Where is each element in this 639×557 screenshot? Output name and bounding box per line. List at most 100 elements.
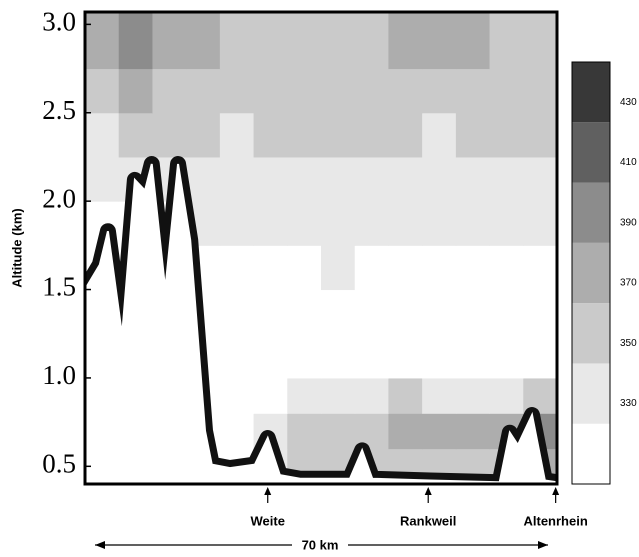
- heatmap-cell: [118, 68, 153, 114]
- colorbar-band: [572, 363, 610, 424]
- heatmap-cell: [321, 201, 356, 246]
- heatmap-cell: [186, 112, 221, 158]
- terrain-line: [85, 163, 557, 484]
- heatmap-cell: [388, 333, 423, 379]
- heatmap-cell: [422, 68, 457, 114]
- heatmap-cell: [186, 68, 221, 114]
- heatmap-cell: [321, 377, 356, 414]
- heatmap-cell: [455, 68, 491, 114]
- colorbar-tick-label: 330: [620, 398, 637, 409]
- heatmap-cell: [85, 112, 120, 158]
- heatmap-cell: [253, 112, 288, 158]
- annotation-label: Weite: [251, 513, 285, 528]
- heatmap-cell: [287, 333, 322, 379]
- y-tick-label: 0.5: [42, 449, 76, 479]
- heatmap-cell: [388, 12, 423, 70]
- heatmap-cell: [354, 377, 389, 414]
- colorbar-band: [572, 182, 610, 243]
- heatmap-cell: [219, 12, 255, 70]
- heatmap-cell: [489, 112, 524, 158]
- heatmap-cell: [219, 156, 255, 202]
- heatmap-cell: [287, 156, 322, 202]
- y-tick-label: 3.0: [42, 7, 76, 37]
- y-tick-label: 1.0: [42, 360, 76, 390]
- heatmap-cell: [354, 333, 389, 379]
- heatmap-cell: [489, 245, 524, 291]
- heatmap-cell: [219, 112, 255, 158]
- colorbar-tick-label: 410: [620, 157, 637, 168]
- heatmap-cell: [455, 112, 491, 158]
- heatmap-cell: [152, 112, 187, 158]
- heatmap-cell: [186, 156, 221, 202]
- colorbar-band: [572, 423, 610, 484]
- heatmap-cell: [287, 201, 322, 246]
- heatmap-cell: [422, 289, 457, 335]
- heatmap-cell: [253, 12, 288, 70]
- span-label: 70 km: [302, 537, 339, 552]
- heatmap-cell: [422, 12, 457, 70]
- heatmap-cell: [152, 68, 187, 114]
- heatmap-cell: [388, 289, 423, 335]
- heatmap-cell: [489, 377, 524, 414]
- heatmap-cell: [118, 12, 153, 70]
- heatmap-cell: [287, 245, 322, 291]
- heatmap-cell: [152, 12, 187, 70]
- y-tick-label: 1.5: [42, 272, 76, 302]
- colorbar-tick-label: 350: [620, 338, 637, 349]
- heatmap-cell: [489, 201, 524, 246]
- colorbar-band: [572, 122, 610, 183]
- annotation-label: Altenrhein: [524, 513, 588, 528]
- annotation-arrowhead: [552, 487, 560, 495]
- heatmap-cell: [422, 413, 457, 450]
- heatmap-cell: [219, 68, 255, 114]
- heatmap-cell: [85, 12, 120, 70]
- heatmap-cell: [287, 289, 322, 335]
- heatmap-cell: [388, 68, 423, 114]
- heatmap-cell: [422, 245, 457, 291]
- heatmap-cell: [321, 12, 356, 70]
- heatmap-cell: [388, 156, 423, 202]
- heatmap-cell: [422, 377, 457, 414]
- heatmap-cell: [287, 12, 322, 70]
- heatmap-cell: [455, 12, 491, 70]
- heatmap-cell: [489, 156, 524, 202]
- heatmap-cell: [287, 68, 322, 114]
- heatmap-cell: [455, 156, 491, 202]
- y-tick-label: 2.0: [42, 183, 76, 213]
- heatmap-cell: [321, 156, 356, 202]
- heatmap-cell: [455, 201, 491, 246]
- heatmap-cell: [219, 289, 255, 335]
- colorbar-band: [572, 62, 610, 123]
- heatmap-cell: [422, 201, 457, 246]
- heatmap-cell: [287, 377, 322, 414]
- annotation-label: Rankweil: [400, 513, 456, 528]
- heatmap-cell: [388, 201, 423, 246]
- heatmap-cell: [253, 289, 288, 335]
- heatmap-cell: [523, 12, 557, 70]
- heatmap-cell: [186, 12, 221, 70]
- plot-area: [85, 12, 557, 484]
- heatmap-cell: [489, 289, 524, 335]
- heatmap-cell: [523, 245, 557, 291]
- heatmap-cell: [321, 289, 356, 335]
- heatmap-cell: [455, 289, 491, 335]
- heatmap-cell: [354, 68, 389, 114]
- heatmap-cell: [354, 156, 389, 202]
- heatmap-cell: [85, 156, 120, 202]
- heatmap-cell: [321, 112, 356, 158]
- heatmap-cell: [523, 201, 557, 246]
- colorbar-band: [572, 242, 610, 304]
- heatmap-cell: [422, 156, 457, 202]
- heatmap-cell: [523, 112, 557, 158]
- heatmap-cell: [85, 68, 120, 114]
- span-label-bg: [292, 536, 348, 554]
- heatmap-cell: [354, 289, 389, 335]
- annotation-arrowhead: [424, 487, 432, 495]
- heatmap-cell: [489, 12, 524, 70]
- heatmap-cell: [489, 333, 524, 379]
- heatmap-cell: [523, 68, 557, 114]
- heatmap-cell: [321, 333, 356, 379]
- colorbar-band: [572, 303, 610, 364]
